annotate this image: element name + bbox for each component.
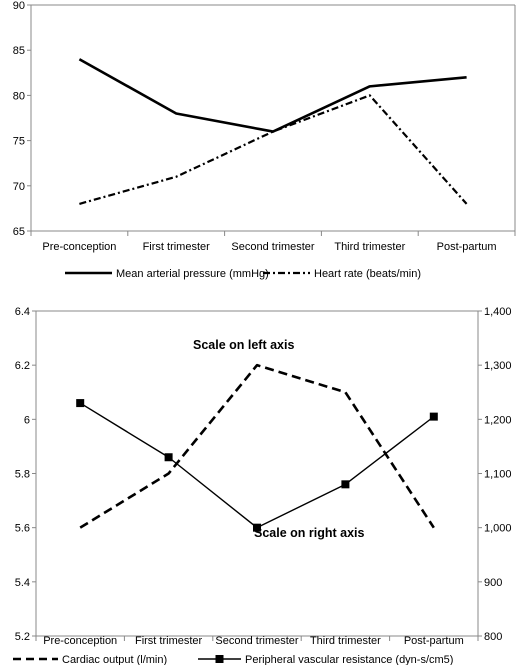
bottom-x-tick-label: Post-partum <box>404 635 464 647</box>
series-marker-peripheral-vascular-resistance-dyn-s-cm5 <box>253 523 261 532</box>
top-y-tick-label: 75 <box>13 136 25 148</box>
top-x-tick-label: First trimester <box>143 241 211 253</box>
bottom-right-y-tick-label: 800 <box>484 631 502 643</box>
top-y-tick-label: 65 <box>13 226 25 238</box>
top-legend: Mean arterial pressure (mmHg) Heart rate… <box>65 268 421 280</box>
bottom-x-tick-label: Second trimester <box>215 635 298 647</box>
legend-swatch-peripheral-vascular-resistance-marker <box>215 655 224 663</box>
series-line-peripheral-vascular-resistance-dyn-s-cm5 <box>79 402 435 529</box>
bottom-left-y-tick-label: 5.4 <box>15 577 30 589</box>
annotation-scale-right-axis: Scale on right axis <box>254 526 365 540</box>
top-x-tick-label: Pre-conception <box>42 241 116 253</box>
bottom-left-y-tick-label: 5.6 <box>15 523 30 535</box>
bottom-legend: Cardiac output (l/min) Peripheral vascul… <box>13 654 453 665</box>
top-x-tick-label: Second trimester <box>231 241 314 253</box>
bottom-right-y-tick-label: 1,200 <box>484 414 512 426</box>
bottom-right-y-tick-label: 1,300 <box>484 360 512 372</box>
series-marker-peripheral-vascular-resistance-dyn-s-cm5 <box>429 412 438 421</box>
bottom-x-tick-label: Third trimester <box>310 635 381 647</box>
legend-label-peripheral-vascular-resistance: Peripheral vascular resistance (dyn-s/cm… <box>245 654 453 665</box>
series-marker-peripheral-vascular-resistance-dyn-s-cm5 <box>76 399 85 408</box>
series-line-cardiac-output-l-min <box>79 363 435 529</box>
legend-label-mean-arterial-pressure: Mean arterial pressure (mmHg) <box>116 268 269 280</box>
series-line-heart-rate-beats-min <box>79 94 468 205</box>
annotation-scale-left-axis: Scale on left axis <box>193 338 294 352</box>
series-marker-peripheral-vascular-resistance-dyn-s-cm5 <box>341 480 350 489</box>
top-y-tick-label: 90 <box>13 0 25 12</box>
legend-label-cardiac-output: Cardiac output (l/min) <box>62 654 167 665</box>
bottom-left-y-tick-label: 6.4 <box>15 306 30 318</box>
top-x-tick-label: Third trimester <box>334 241 405 253</box>
chart-top: 65 70 75 80 85 90 Pre-conception First trimest… <box>13 0 516 280</box>
legend-label-heart-rate: Heart rate (beats/min) <box>314 268 421 280</box>
bottom-right-y-tick-label: 1,100 <box>484 469 512 481</box>
top-y-tick-label: 70 <box>13 181 25 193</box>
top-y-tick-label: 85 <box>13 45 25 57</box>
bottom-right-y-tick-label: 900 <box>484 577 502 589</box>
bottom-x-tick-label: Pre-conception <box>43 635 117 647</box>
series-marker-peripheral-vascular-resistance-dyn-s-cm5 <box>164 453 173 462</box>
bottom-right-y-tick-label: 1,000 <box>484 523 512 535</box>
top-x-tick-label: Post-partum <box>437 241 497 253</box>
bottom-left-y-tick-label: 5.8 <box>15 469 30 481</box>
bottom-x-tick-label: First trimester <box>135 635 203 647</box>
bottom-right-y-tick-label: 1,400 <box>484 306 512 318</box>
chart-bottom: 5.2 5.4 5.6 5.8 6 6.2 6.4 800 900 1,000 1,100 1,20… <box>13 306 512 665</box>
bottom-left-y-tick-label: 6 <box>24 414 30 426</box>
bottom-left-y-tick-label: 6.2 <box>15 360 30 372</box>
bottom-left-y-tick-label: 5.2 <box>15 631 30 643</box>
series-line-mean-arterial-pressure-mmhg <box>78 58 467 133</box>
top-y-tick-label: 80 <box>13 90 25 102</box>
